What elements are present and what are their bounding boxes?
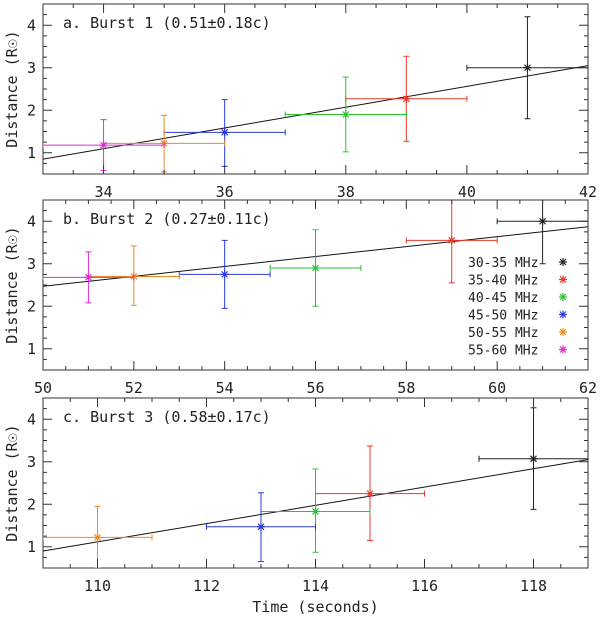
panel-title: c. Burst 3 (0.58±0.17c) bbox=[63, 408, 271, 426]
x-tick-label: 36 bbox=[216, 183, 234, 201]
y-tick-label: 2 bbox=[27, 495, 36, 513]
data-layer bbox=[43, 200, 588, 309]
legend-label: 30-35 MHz bbox=[468, 256, 538, 271]
data-point bbox=[163, 99, 286, 167]
data-point bbox=[315, 445, 425, 541]
asterisk-marker bbox=[311, 264, 320, 272]
legend-entry: 50-55 MHz bbox=[468, 326, 567, 341]
data-point bbox=[43, 505, 153, 568]
x-tick-label: 110 bbox=[84, 577, 111, 595]
data-layer bbox=[43, 16, 588, 173]
asterisk-marker bbox=[84, 273, 93, 282]
data-point bbox=[206, 492, 316, 563]
asterisk-marker bbox=[93, 533, 102, 542]
legend-marker bbox=[559, 345, 567, 354]
legend-label: 40-45 MHz bbox=[468, 291, 538, 306]
asterisk-marker bbox=[538, 217, 547, 226]
x-axis-title: Time (seconds) bbox=[252, 598, 378, 616]
legend-entry: 40-45 MHz bbox=[468, 291, 567, 306]
y-tick-label: 2 bbox=[27, 297, 36, 315]
y-axis-title: Distance (R☉) bbox=[3, 424, 21, 541]
x-tick-label: 50 bbox=[34, 379, 52, 397]
x-tick-label: 112 bbox=[193, 577, 220, 595]
asterisk-marker bbox=[366, 489, 374, 498]
legend-entry: 30-35 MHz bbox=[468, 256, 567, 271]
data-point bbox=[496, 200, 588, 265]
asterisk-marker bbox=[341, 110, 350, 119]
x-tick-label: 54 bbox=[216, 379, 234, 397]
x-tick-label: 118 bbox=[520, 577, 547, 595]
asterisk-marker bbox=[99, 141, 108, 150]
legend-marker bbox=[559, 293, 567, 301]
asterisk-marker bbox=[311, 507, 320, 516]
legend-label: 45-50 MHz bbox=[468, 309, 538, 324]
y-tick-label: 4 bbox=[27, 410, 36, 428]
data-point bbox=[43, 119, 165, 172]
y-axis-title: Distance (R☉) bbox=[3, 226, 21, 343]
legend-entry: 35-40 MHz bbox=[468, 274, 567, 289]
panel-3: 110 112 114 116 118 1 2 3 4 Distance (R☉) Time (se… bbox=[3, 397, 589, 616]
data-point bbox=[43, 251, 135, 304]
legend-marker bbox=[559, 310, 567, 319]
asterisk-marker bbox=[220, 270, 229, 279]
panel-2: 50 52 54 56 58 60 62 1 2 3 4 Distance (R☉) b. Burst … bbox=[3, 199, 597, 397]
y-tick-label: 3 bbox=[27, 453, 36, 471]
legend-marker bbox=[559, 258, 567, 266]
panel-title: b. Burst 2 (0.27±0.11c) bbox=[63, 210, 271, 228]
data-point bbox=[260, 468, 371, 553]
asterisk-marker bbox=[402, 94, 411, 103]
y-tick-label: 1 bbox=[27, 144, 36, 162]
x-tick-label: 52 bbox=[125, 379, 143, 397]
y-tick-label: 1 bbox=[27, 538, 36, 556]
x-tick-label: 62 bbox=[579, 379, 597, 397]
asterisk-marker bbox=[447, 236, 456, 245]
legend-entry: 45-50 MHz bbox=[468, 309, 567, 324]
x-tick-label: 56 bbox=[306, 379, 324, 397]
asterisk-marker bbox=[257, 522, 265, 531]
legend-marker bbox=[559, 275, 567, 284]
x-tick-label: 40 bbox=[458, 183, 476, 201]
asterisk-marker bbox=[529, 454, 538, 463]
legend: 30-35 MHz 35-40 MHz 40-45 MHz 45-50 MHz 50-5… bbox=[468, 256, 567, 359]
y-tick-label: 3 bbox=[27, 255, 36, 273]
data-point bbox=[345, 55, 468, 142]
y-tick-label: 4 bbox=[27, 212, 36, 230]
asterisk-marker bbox=[220, 128, 229, 137]
x-tick-label: 116 bbox=[411, 577, 438, 595]
panel-title: a. Burst 1 (0.51±0.18c) bbox=[63, 14, 271, 32]
data-layer bbox=[43, 407, 588, 568]
x-tick-label: 60 bbox=[488, 379, 506, 397]
legend-label: 50-55 MHz bbox=[468, 326, 538, 341]
data-point bbox=[284, 76, 407, 153]
y-tick-label: 4 bbox=[27, 16, 36, 34]
legend-marker bbox=[559, 328, 567, 336]
x-tick-label: 58 bbox=[397, 379, 415, 397]
legend-entry: 55-60 MHz bbox=[468, 344, 567, 359]
legend-label: 35-40 MHz bbox=[468, 274, 538, 289]
data-point bbox=[269, 229, 362, 307]
data-point bbox=[178, 239, 271, 309]
y-axis-title: Distance (R☉) bbox=[3, 30, 21, 147]
y-tick-label: 3 bbox=[27, 59, 36, 77]
y-tick-label: 1 bbox=[27, 340, 36, 358]
x-tick-label: 34 bbox=[95, 183, 113, 201]
data-point bbox=[405, 200, 498, 284]
x-tick-label: 42 bbox=[579, 183, 597, 201]
y-tick-label: 2 bbox=[27, 101, 36, 119]
asterisk-marker bbox=[523, 63, 532, 72]
legend-label: 55-60 MHz bbox=[468, 344, 538, 359]
x-tick-label: 114 bbox=[302, 577, 329, 595]
data-point bbox=[466, 16, 588, 120]
x-tick-label: 38 bbox=[337, 183, 355, 201]
data-point bbox=[478, 407, 588, 510]
